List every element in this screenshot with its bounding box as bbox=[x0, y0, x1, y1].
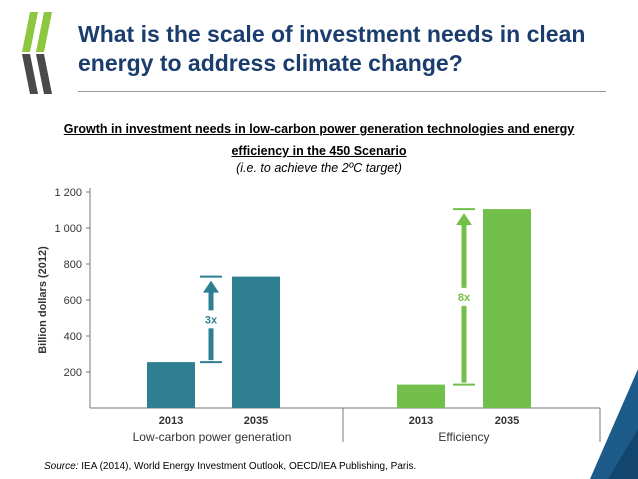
x-tick-label: 2013 bbox=[159, 415, 183, 427]
bar-2013-g1 bbox=[147, 362, 195, 408]
bar-2035-g2 bbox=[483, 209, 531, 408]
page-title: What is the scale of investment needs in… bbox=[78, 21, 586, 76]
y-axis-label: Billion dollars (2012) bbox=[37, 246, 49, 354]
source-label: Source: bbox=[44, 461, 79, 472]
corner-decoration-icon bbox=[590, 369, 638, 479]
bar-2013-g2 bbox=[397, 384, 445, 408]
y-tick-label: 400 bbox=[64, 331, 82, 343]
multiplier-bg bbox=[199, 310, 223, 329]
arrow-head-icon bbox=[456, 213, 472, 226]
y-tick-label: 800 bbox=[64, 259, 82, 271]
multiplier-bg bbox=[452, 287, 476, 306]
x-tick-label: 2013 bbox=[409, 415, 433, 427]
x-tick-label: 2035 bbox=[495, 415, 519, 427]
group-label: Low-carbon power generation bbox=[133, 430, 292, 444]
source-note: Source: IEA (2014), World Energy Investm… bbox=[44, 461, 416, 472]
y-tick-label: 1 000 bbox=[54, 223, 82, 235]
group-label: Efficiency bbox=[438, 430, 489, 444]
y-tick-label: 600 bbox=[64, 295, 82, 307]
source-text: IEA (2014), World Energy Investment Outl… bbox=[81, 461, 417, 472]
chart-subtitle: (i.e. to achieve the 2ºC target) bbox=[236, 161, 402, 175]
y-tick-label: 1 200 bbox=[54, 187, 82, 199]
arrow-head-icon bbox=[203, 280, 219, 293]
x-tick-label: 2035 bbox=[244, 415, 268, 427]
bar-2035-g1 bbox=[232, 276, 280, 408]
multiplier-label: 3x bbox=[205, 314, 218, 326]
multiplier-label: 8x bbox=[458, 292, 471, 304]
title-divider bbox=[78, 91, 606, 92]
y-tick-label: 200 bbox=[64, 367, 82, 379]
chart-title: Growth in investment needs in low-carbon… bbox=[63, 122, 575, 158]
oecd-logo-icon bbox=[22, 12, 52, 94]
